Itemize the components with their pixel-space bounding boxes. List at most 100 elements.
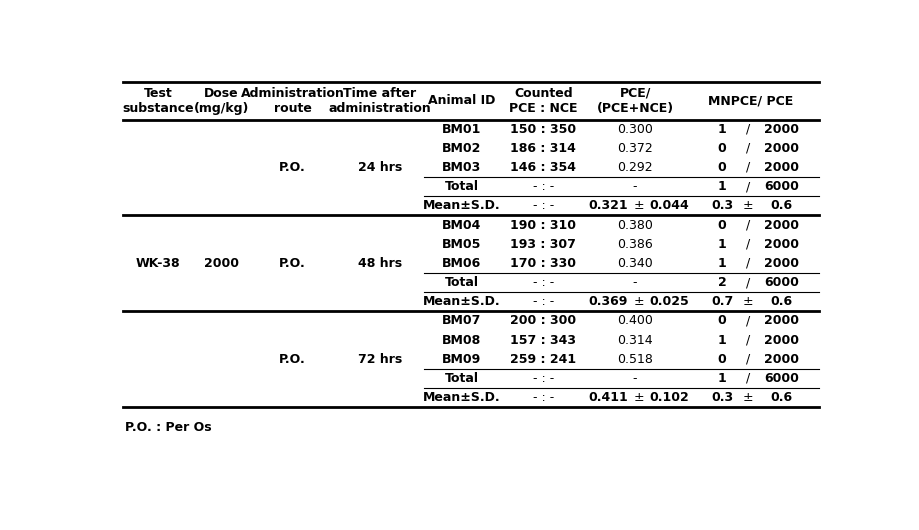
Text: 2000: 2000 [765,161,800,174]
Text: /: / [745,372,750,385]
Text: 0.386: 0.386 [618,237,653,251]
Text: BM06: BM06 [442,257,482,270]
Text: BM03: BM03 [442,161,482,174]
Text: Test
substance: Test substance [122,87,194,114]
Text: BM08: BM08 [442,333,482,347]
Text: ±: ± [743,295,753,308]
Text: /: / [745,333,750,347]
Text: 6000: 6000 [765,372,800,385]
Text: - : -: - : - [533,276,554,289]
Text: 24 hrs: 24 hrs [357,161,402,174]
Text: 1: 1 [718,372,726,385]
Text: 0.518: 0.518 [618,353,653,366]
Text: Mean±S.D.: Mean±S.D. [423,295,500,308]
Text: Time after
administration: Time after administration [328,87,431,114]
Text: 0.025: 0.025 [650,295,689,308]
Text: ±: ± [633,199,644,213]
Text: /: / [745,180,750,193]
Text: 0: 0 [718,161,726,174]
Text: 6000: 6000 [765,180,800,193]
Text: P.O. : Per Os: P.O. : Per Os [125,421,211,434]
Text: /: / [745,314,750,328]
Text: - : -: - : - [533,391,554,404]
Text: 6000: 6000 [765,276,800,289]
Text: 0: 0 [718,142,726,155]
Text: 48 hrs: 48 hrs [357,257,402,270]
Text: 0.411: 0.411 [588,391,628,404]
Text: 0.380: 0.380 [618,218,653,232]
Text: 0.102: 0.102 [650,391,689,404]
Text: 2000: 2000 [765,333,800,347]
Text: 72 hrs: 72 hrs [357,353,402,366]
Text: ±: ± [633,391,644,404]
Text: - : -: - : - [533,180,554,193]
Text: 0.6: 0.6 [771,295,793,308]
Text: Administration
route: Administration route [241,87,345,114]
Text: /: / [745,142,750,155]
Text: 157 : 343: 157 : 343 [510,333,576,347]
Text: - : -: - : - [533,295,554,308]
Text: 0.321: 0.321 [588,199,628,213]
Text: BM01: BM01 [442,122,482,136]
Text: -: - [633,180,638,193]
Text: Animal ID: Animal ID [428,94,495,107]
Text: 2000: 2000 [765,237,800,251]
Text: - : -: - : - [533,199,554,213]
Text: Total: Total [445,180,479,193]
Text: /: / [745,218,750,232]
Text: 0.314: 0.314 [618,333,652,347]
Text: 1: 1 [718,122,726,136]
Text: 1: 1 [718,333,726,347]
Text: 146 : 354: 146 : 354 [510,161,576,174]
Text: 1: 1 [718,180,726,193]
Text: Total: Total [445,276,479,289]
Text: 0.369: 0.369 [588,295,628,308]
Text: 0.6: 0.6 [771,391,793,404]
Text: /: / [745,237,750,251]
Text: BM09: BM09 [442,353,482,366]
Text: 0.3: 0.3 [711,199,733,213]
Text: P.O.: P.O. [279,161,306,174]
Text: 170 : 330: 170 : 330 [510,257,576,270]
Text: P.O.: P.O. [279,353,306,366]
Text: BM05: BM05 [442,237,482,251]
Text: BM07: BM07 [442,314,482,328]
Text: 0.7: 0.7 [711,295,733,308]
Text: - : -: - : - [533,372,554,385]
Text: /: / [745,122,750,136]
Text: P.O.: P.O. [279,257,306,270]
Text: Dose
(mg/kg): Dose (mg/kg) [194,87,249,114]
Text: ±: ± [743,391,753,404]
Text: /: / [745,257,750,270]
Text: 0.300: 0.300 [618,122,653,136]
Text: 2000: 2000 [765,122,800,136]
Text: Total: Total [445,372,479,385]
Text: 0: 0 [718,218,726,232]
Text: 2000: 2000 [765,257,800,270]
Text: Mean±S.D.: Mean±S.D. [423,391,500,404]
Text: ±: ± [743,199,753,213]
Text: 0.400: 0.400 [618,314,653,328]
Text: ±: ± [633,295,644,308]
Text: BM04: BM04 [442,218,482,232]
Text: 0.3: 0.3 [711,391,733,404]
Text: 2000: 2000 [765,218,800,232]
Text: 186 : 314: 186 : 314 [510,142,576,155]
Text: Counted
PCE : NCE: Counted PCE : NCE [509,87,578,114]
Text: PCE/
(PCE+NCE): PCE/ (PCE+NCE) [596,87,674,114]
Text: 193 : 307: 193 : 307 [510,237,576,251]
Text: -: - [633,276,638,289]
Text: 0.372: 0.372 [618,142,653,155]
Text: 2000: 2000 [765,142,800,155]
Text: 1: 1 [718,257,726,270]
Text: 190 : 310: 190 : 310 [510,218,576,232]
Text: 0.292: 0.292 [618,161,652,174]
Text: -: - [633,372,638,385]
Text: BM02: BM02 [442,142,482,155]
Text: MNPCE/ PCE: MNPCE/ PCE [708,94,793,107]
Text: 200 : 300: 200 : 300 [510,314,576,328]
Text: 2000: 2000 [204,257,239,270]
Text: 0.340: 0.340 [618,257,653,270]
Text: 1: 1 [718,237,726,251]
Text: 0: 0 [718,314,726,328]
